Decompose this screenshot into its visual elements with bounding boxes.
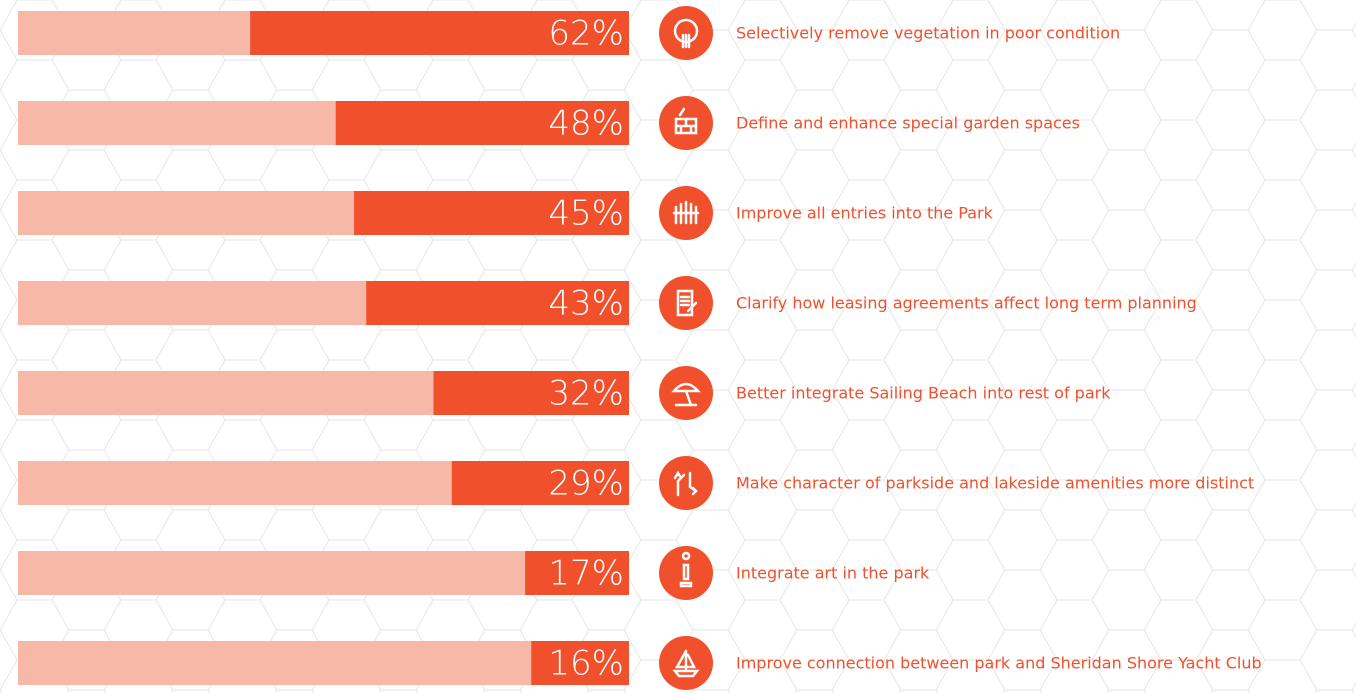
- value-label: 17%: [548, 554, 624, 594]
- icon-glyph: [671, 382, 701, 407]
- icon-glyph: [673, 18, 699, 49]
- category-label: Make character of parkside and lakeside …: [736, 474, 1254, 493]
- bar: [531, 641, 629, 685]
- icon: [659, 186, 713, 240]
- icon: [659, 456, 713, 510]
- bar: [250, 11, 629, 55]
- icon: [659, 276, 713, 330]
- value-label: 43%: [548, 284, 624, 324]
- category-label: Selectively remove vegetation in poor co…: [736, 24, 1120, 43]
- icon: [659, 6, 713, 60]
- bar-track: [18, 641, 629, 685]
- value-label: 32%: [548, 374, 624, 414]
- category-label: Clarify how leasing agreements affect lo…: [736, 294, 1197, 313]
- icon-circle: [659, 546, 713, 600]
- icon-glyph: [679, 551, 693, 588]
- value-label: 16%: [548, 644, 624, 684]
- icon-glyph: [672, 649, 700, 678]
- icon-glyph: [672, 200, 700, 225]
- category-label: Better integrate Sailing Beach into rest…: [736, 384, 1111, 403]
- icon: [659, 96, 713, 150]
- icon-glyph: [673, 470, 698, 497]
- category-label: Define and enhance special garden spaces: [736, 114, 1080, 133]
- bar: [525, 551, 629, 595]
- value-label: 62%: [548, 14, 624, 54]
- icon-circle: [659, 6, 713, 60]
- value-label: 45%: [548, 194, 624, 234]
- category-label: Integrate art in the park: [736, 564, 930, 583]
- icon: [659, 366, 713, 420]
- bar: [335, 101, 629, 145]
- value-label: 29%: [548, 464, 624, 504]
- bar: [366, 281, 629, 325]
- value-label: 48%: [548, 104, 624, 144]
- category-label: Improve connection between park and Sher…: [736, 654, 1262, 673]
- icon-glyph: [676, 289, 698, 317]
- icon-circle: [659, 276, 713, 330]
- bar: [451, 461, 629, 505]
- bar: [354, 191, 629, 235]
- category-label: Improve all entries into the Park: [736, 204, 994, 223]
- icon-circle: [659, 456, 713, 510]
- icon-glyph: [674, 107, 698, 135]
- icon: [659, 546, 713, 600]
- icon: [659, 636, 713, 690]
- bar: [433, 371, 629, 415]
